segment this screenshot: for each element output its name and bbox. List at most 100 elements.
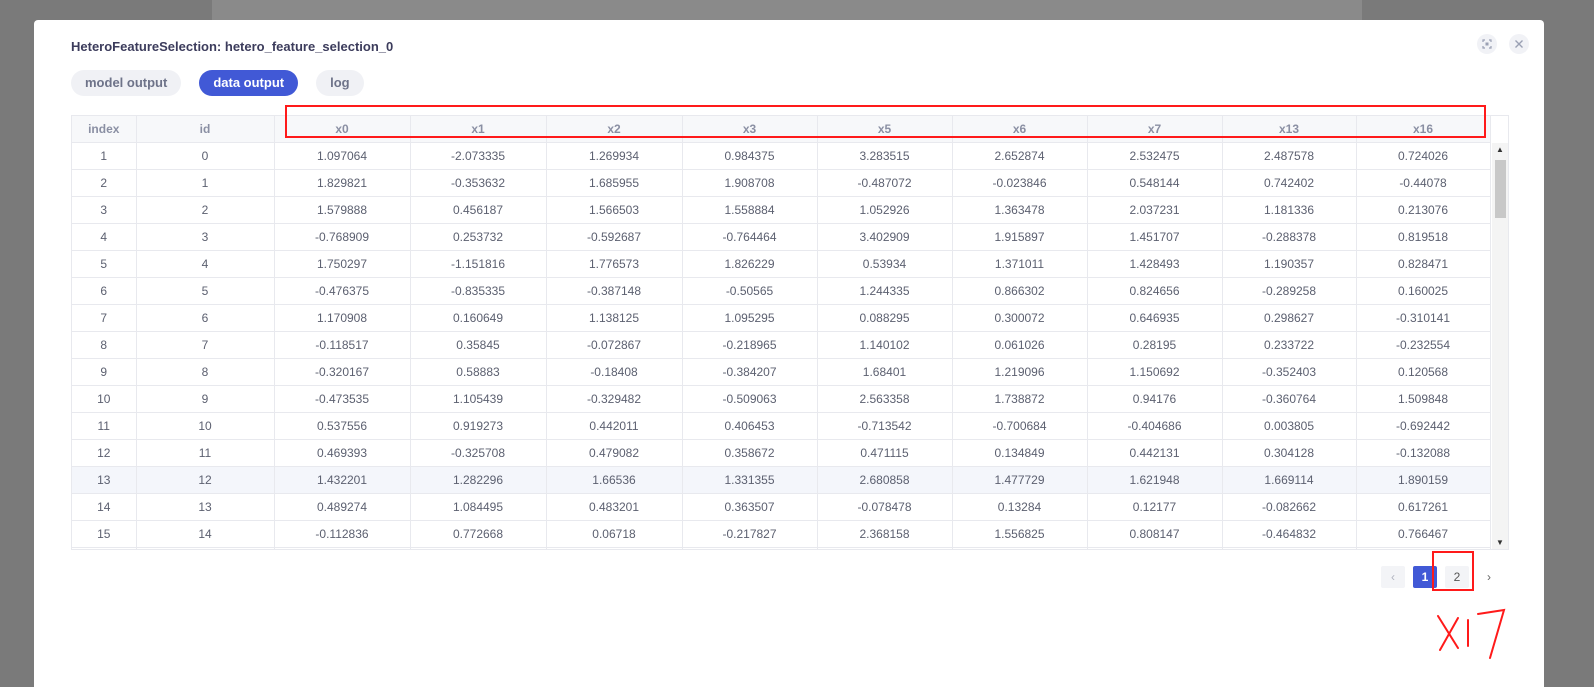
vertical-scrollbar[interactable]: ▲ ▼ bbox=[1492, 143, 1508, 549]
table-cell-x0: 1.432201 bbox=[274, 466, 411, 494]
column-header-x16[interactable]: x16 bbox=[1356, 116, 1491, 143]
column-header-x0[interactable]: x0 bbox=[274, 116, 411, 143]
table-cell-x1: 0.919273 bbox=[410, 412, 547, 440]
column-header-x3[interactable]: x3 bbox=[682, 116, 818, 143]
table-cell-x2: 0.442011 bbox=[546, 412, 683, 440]
close-icon[interactable] bbox=[1509, 34, 1529, 54]
table-cell-x6: 2.652874 bbox=[952, 142, 1088, 170]
chevron-right-icon[interactable]: › bbox=[1487, 570, 1491, 584]
table-cell-x5: 2.563358 bbox=[817, 385, 953, 413]
table-cell-x5: -0.078478 bbox=[817, 493, 953, 521]
table-cell-x16: -0.44078 bbox=[1356, 169, 1491, 197]
scroll-thumb[interactable] bbox=[1495, 160, 1506, 218]
table-cell-index: 7 bbox=[72, 304, 137, 332]
table-row[interactable]: 9 8 -0.320167 0.58883 -0.18408 -0.384207 1.684… bbox=[72, 358, 1491, 386]
table-cell-x0: -0.476375 bbox=[274, 277, 411, 305]
scroll-up-icon[interactable]: ▲ bbox=[1496, 145, 1504, 154]
table-cell-x1: 0.160649 bbox=[410, 304, 547, 332]
table-cell-x13: -0.082662 bbox=[1222, 493, 1357, 521]
table-row[interactable]: 6 5 -0.476375 -0.835335 -0.387148 -0.50565 1.2… bbox=[72, 277, 1491, 305]
table-cell-x2: 1.566503 bbox=[546, 196, 683, 224]
table-cell-x7: 1.428493 bbox=[1087, 250, 1223, 278]
table-row[interactable]: 3 2 1.579888 0.456187 1.566503 1.558884 1.0529… bbox=[72, 196, 1491, 224]
table-cell-id: 13 bbox=[136, 493, 275, 521]
table-cell-id: 1 bbox=[136, 169, 275, 197]
column-header-x2[interactable]: x2 bbox=[546, 116, 683, 143]
table-cell bbox=[952, 547, 1088, 549]
chevron-left-icon[interactable]: ‹ bbox=[1381, 566, 1405, 588]
tab-model-output[interactable]: model output bbox=[71, 70, 182, 96]
column-header-x1[interactable]: x1 bbox=[410, 116, 547, 143]
table-row[interactable]: 13 12 1.432201 1.282296 1.66536 1.331355 2.680… bbox=[72, 466, 1491, 494]
tab-data-output[interactable]: data output bbox=[199, 70, 299, 96]
table-row-partial bbox=[72, 547, 1491, 549]
table-cell-x0: 1.750297 bbox=[274, 250, 411, 278]
table-cell-x13: 0.304128 bbox=[1222, 439, 1357, 467]
table-cell-index: 15 bbox=[72, 520, 137, 548]
table-row[interactable]: 5 4 1.750297 -1.151816 1.776573 1.826229 0.539… bbox=[72, 250, 1491, 278]
tab-log[interactable]: log bbox=[316, 70, 364, 96]
table-cell-x13: 0.233722 bbox=[1222, 331, 1357, 359]
table-cell-x5: 0.53934 bbox=[817, 250, 953, 278]
table-cell-x3: -0.218965 bbox=[682, 331, 818, 359]
table-cell-x2: 1.269934 bbox=[546, 142, 683, 170]
table-cell-x0: 0.537556 bbox=[274, 412, 411, 440]
table-cell-x16: 0.724026 bbox=[1356, 142, 1491, 170]
table-cell-x1: -2.073335 bbox=[410, 142, 547, 170]
table-cell-id: 14 bbox=[136, 520, 275, 548]
table-cell-x1: -0.835335 bbox=[410, 277, 547, 305]
table-row[interactable]: 7 6 1.170908 0.160649 1.138125 1.095295 0.0882… bbox=[72, 304, 1491, 332]
table-cell-x2: 0.483201 bbox=[546, 493, 683, 521]
table-cell-x6: 1.219096 bbox=[952, 358, 1088, 386]
table-cell-x0: 1.170908 bbox=[274, 304, 411, 332]
table-cell-x3: 0.363507 bbox=[682, 493, 818, 521]
table-cell-id: 9 bbox=[136, 385, 275, 413]
table-row[interactable]: 12 11 0.469393 -0.325708 0.479082 0.358672 0.4… bbox=[72, 439, 1491, 467]
table-cell bbox=[72, 547, 137, 549]
screenshot-icon[interactable] bbox=[1477, 34, 1497, 54]
table-cell-x3: -0.50565 bbox=[682, 277, 818, 305]
table-row[interactable]: 11 10 0.537556 0.919273 0.442011 0.406453 -0.7… bbox=[72, 412, 1491, 440]
table-cell-x3: 1.095295 bbox=[682, 304, 818, 332]
table-cell-x7: 1.451707 bbox=[1087, 223, 1223, 251]
column-header-id[interactable]: id bbox=[136, 116, 275, 143]
table-cell-x0: 0.489274 bbox=[274, 493, 411, 521]
table-row[interactable]: 15 14 -0.112836 0.772668 0.06718 -0.217827 2.3… bbox=[72, 520, 1491, 548]
table-cell-x1: 0.35845 bbox=[410, 331, 547, 359]
table-row[interactable]: 4 3 -0.768909 0.253732 -0.592687 -0.764464 3.4… bbox=[72, 223, 1491, 251]
table-cell-index: 10 bbox=[72, 385, 137, 413]
table-cell-x7: 0.548144 bbox=[1087, 169, 1223, 197]
table-cell-x5: 1.244335 bbox=[817, 277, 953, 305]
table-cell-x0: -0.473535 bbox=[274, 385, 411, 413]
scroll-down-icon[interactable]: ▼ bbox=[1496, 538, 1504, 547]
table-row[interactable]: 1 0 1.097064 -2.073335 1.269934 0.984375 3.283… bbox=[72, 142, 1491, 170]
table-cell-x6: 0.134849 bbox=[952, 439, 1088, 467]
table-cell-x0: 1.579888 bbox=[274, 196, 411, 224]
page-2-button[interactable]: 2 bbox=[1445, 566, 1469, 588]
column-header-x6[interactable]: x6 bbox=[952, 116, 1088, 143]
table-cell-id: 5 bbox=[136, 277, 275, 305]
table-cell-index: 1 bbox=[72, 142, 137, 170]
table-cell-x1: 0.772668 bbox=[410, 520, 547, 548]
page-1-button[interactable]: 1 bbox=[1413, 566, 1437, 588]
column-header-x7[interactable]: x7 bbox=[1087, 116, 1223, 143]
table-cell-id: 6 bbox=[136, 304, 275, 332]
column-header-index[interactable]: index bbox=[72, 116, 137, 143]
table-cell-x5: 0.471115 bbox=[817, 439, 953, 467]
column-header-x5[interactable]: x5 bbox=[817, 116, 953, 143]
table-cell-x2: -0.072867 bbox=[546, 331, 683, 359]
table-cell-x16: 0.213076 bbox=[1356, 196, 1491, 224]
feature-selection-dialog: HeteroFeatureSelection: hetero_feature_s… bbox=[34, 20, 1544, 687]
table-row[interactable]: 14 13 0.489274 1.084495 0.483201 0.363507 -0.0… bbox=[72, 493, 1491, 521]
column-header-x13[interactable]: x13 bbox=[1222, 116, 1357, 143]
table-cell-id: 3 bbox=[136, 223, 275, 251]
table-cell-index: 3 bbox=[72, 196, 137, 224]
table-cell-x2: 0.06718 bbox=[546, 520, 683, 548]
table-cell-x5: 3.283515 bbox=[817, 142, 953, 170]
table-cell-x13: 2.487578 bbox=[1222, 142, 1357, 170]
table-row[interactable]: 2 1 1.829821 -0.353632 1.685955 1.908708 -0.48… bbox=[72, 169, 1491, 197]
table-row[interactable]: 10 9 -0.473535 1.105439 -0.329482 -0.509063 2.… bbox=[72, 385, 1491, 413]
table-cell-x13: -0.352403 bbox=[1222, 358, 1357, 386]
table-cell-x13: 0.003805 bbox=[1222, 412, 1357, 440]
table-row[interactable]: 8 7 -0.118517 0.35845 -0.072867 -0.218965 1.14… bbox=[72, 331, 1491, 359]
